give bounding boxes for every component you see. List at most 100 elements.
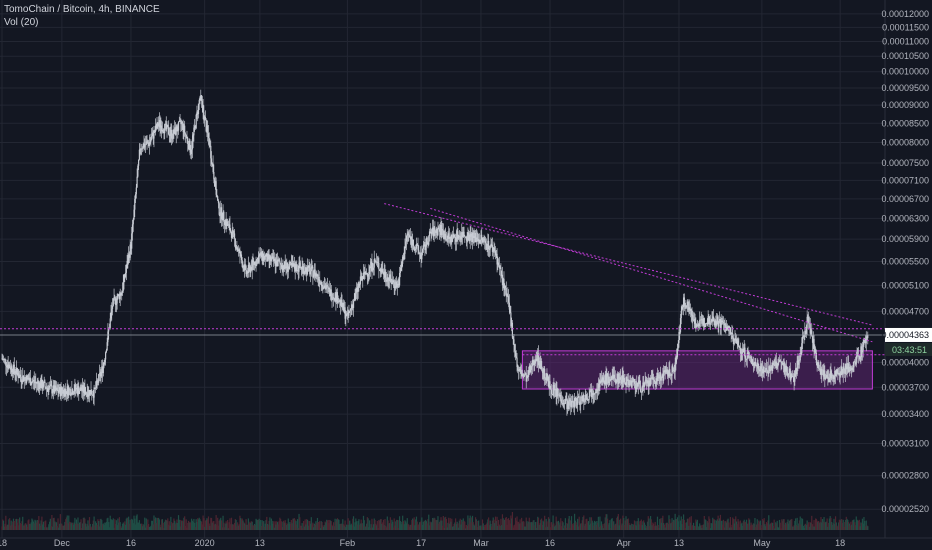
price-axis[interactable]: 0.000120000.000115000.000110000.00010500… (881, 9, 929, 514)
volume-bar (316, 517, 319, 530)
volume-bar (311, 524, 313, 530)
candle-body (707, 316, 709, 325)
volume-bar (326, 519, 328, 530)
volume-bar (580, 523, 583, 530)
volume-bar (675, 519, 677, 530)
candle-body (48, 387, 50, 392)
volume-bar (702, 524, 704, 530)
candle-body (858, 355, 860, 359)
candle-body (657, 372, 659, 378)
candle-body (849, 366, 851, 368)
volume-bar (324, 521, 326, 530)
candle-body (167, 127, 170, 135)
volume-bar (768, 515, 770, 530)
volume-bar (252, 525, 254, 530)
candle-body (282, 265, 284, 271)
candle-body (865, 336, 867, 344)
candle-body (643, 382, 645, 387)
time-axis[interactable]: 18Dec16202013Feb17Mar16Apr13May18 (0, 537, 932, 548)
candle-body (320, 281, 322, 284)
volume-bar (587, 521, 590, 530)
candle-body (546, 373, 548, 381)
candle-body (704, 326, 706, 327)
candle-body (1, 358, 3, 360)
volume-bar (447, 522, 449, 530)
volume-bar (735, 516, 737, 530)
trendline[interactable] (430, 207, 873, 343)
candle-body (61, 387, 63, 392)
candle-body (488, 249, 490, 250)
trendlines[interactable] (0, 203, 885, 356)
volume-bar (317, 521, 319, 530)
volume-bar (27, 520, 29, 530)
volume-bar (15, 518, 18, 530)
candle-body (327, 286, 329, 288)
volume-bar (488, 517, 490, 530)
volume-bar (609, 520, 611, 530)
candle-body (510, 312, 512, 327)
volume-bar (421, 517, 423, 530)
candle-body (81, 385, 84, 391)
candle-body (514, 344, 516, 351)
volume-bar (602, 523, 604, 530)
candle-body (326, 285, 329, 287)
candle-body (43, 381, 45, 383)
volume-bar (64, 521, 66, 530)
candle-body (599, 380, 601, 388)
volume-bar (101, 524, 104, 530)
volume-bar (118, 517, 121, 530)
volume-bar (75, 523, 77, 530)
volume-bar (542, 520, 544, 530)
volume-bar (859, 526, 861, 530)
candle-body (299, 267, 302, 268)
candle-body (646, 380, 649, 384)
candle-body (391, 283, 393, 285)
candle-body (179, 120, 181, 122)
candle-body (112, 298, 114, 306)
candle-body (488, 240, 490, 250)
candle-body (392, 280, 395, 283)
candle-body (828, 377, 831, 383)
volume-bar (396, 519, 398, 530)
candle-body (756, 362, 758, 367)
candle-body (806, 316, 808, 329)
volume-bar (53, 517, 55, 530)
candle-body (387, 277, 389, 281)
candle-body (369, 266, 371, 273)
candle-body (191, 139, 193, 150)
candle-body (319, 283, 322, 285)
volume-bar (461, 521, 464, 530)
candle-body (93, 387, 95, 398)
candle-body (386, 277, 388, 282)
volume-bar (349, 525, 352, 530)
candle-body (641, 386, 643, 393)
volume-bar (424, 520, 426, 530)
volume-bar (418, 524, 420, 530)
volume-bar (342, 524, 345, 530)
candle-body (576, 401, 578, 405)
candle-body (333, 298, 335, 301)
volume-bar (52, 526, 54, 530)
volume-bar (642, 521, 644, 530)
candle-body (478, 239, 480, 242)
volume-bar (499, 526, 501, 530)
candle-body (532, 360, 534, 366)
volume-bar (362, 515, 365, 530)
candle-body (41, 379, 43, 389)
volume-bar (404, 520, 406, 530)
volume-bar (44, 521, 46, 530)
volume-bar (676, 518, 678, 530)
candle-body (219, 214, 221, 216)
volume-bar (601, 525, 603, 530)
volume-bar (300, 525, 302, 530)
volume-bar (823, 517, 825, 530)
volume-bar (852, 520, 854, 530)
volume-bar (660, 522, 662, 530)
volume-bar (375, 525, 378, 530)
volume-bar (413, 517, 415, 530)
candle-body (277, 259, 279, 261)
candle-body (805, 330, 807, 334)
volume-bar (496, 516, 498, 530)
volume-bar (756, 519, 758, 530)
